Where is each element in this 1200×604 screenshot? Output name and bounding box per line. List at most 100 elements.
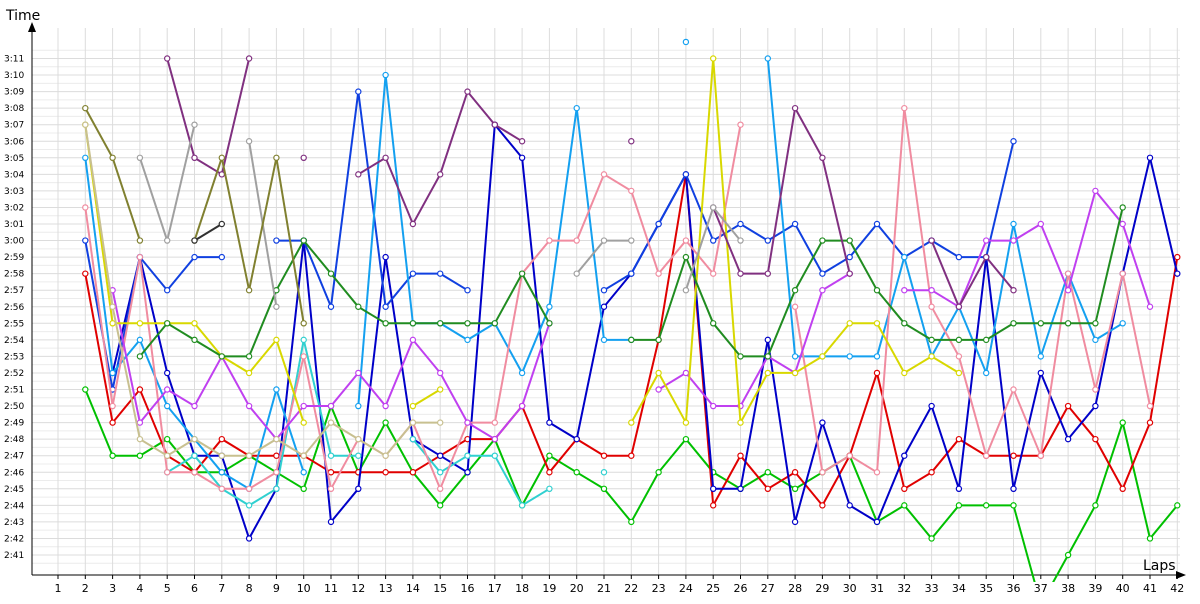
data-point [191,452,198,459]
data-point [764,485,772,492]
x-tick-label: 1 [55,582,62,595]
data-point [710,270,717,277]
x-tick-label: 4 [136,582,143,595]
data-point [218,452,225,459]
data-point [300,353,307,360]
series-lines [82,38,1181,582]
data-point [273,452,280,459]
data-point [218,435,225,443]
data-point [273,386,280,393]
series-4 [82,88,1017,393]
data-point [600,485,608,492]
series-line [84,124,441,458]
data-point [983,336,990,344]
y-tick-label: 2:56 [4,303,24,313]
data-point [1037,369,1045,377]
data-point [710,204,717,211]
data-point [191,336,198,344]
x-tick-label: 18 [515,582,529,595]
x-tick-label: 39 [1088,582,1102,595]
data-point [245,502,253,509]
data-point [327,303,335,310]
data-point [819,154,826,161]
data-point [791,353,799,360]
data-point [546,237,553,244]
data-point [491,419,498,426]
data-point [628,237,635,244]
data-point [437,485,444,492]
data-point [327,270,335,277]
data-point [1010,452,1017,459]
data-point [764,270,772,277]
data-point [764,469,772,476]
data-point [218,353,225,360]
data-point [437,419,444,426]
data-point [518,270,526,277]
data-point [409,336,417,344]
data-point [1010,502,1017,509]
data-point [955,336,963,344]
data-point [901,502,908,509]
data-point [355,485,362,492]
data-point [928,469,935,476]
x-tick-label: 11 [324,582,338,595]
data-point [109,419,116,426]
x-tick-labels: 1 2 3 4 5 6 7 8 9 10 11 12 13 14 15 16 17 18 19 20 21 22 23 24 2… [55,582,1185,595]
data-point [218,171,225,178]
data-point [1064,551,1072,559]
data-point [437,171,444,178]
data-point [791,220,799,228]
data-point [109,320,116,327]
series-10 [136,204,1126,360]
data-point [873,353,881,360]
data-point [300,452,307,459]
data-point [682,419,690,426]
data-point [928,353,935,360]
data-point [136,237,144,244]
x-tick-label: 13 [379,582,393,595]
data-point [819,270,826,277]
series-line [84,240,222,390]
data-point [764,353,772,360]
data-point [546,469,553,476]
data-point [573,435,580,443]
data-point [136,452,144,459]
data-point [300,485,307,492]
x-tick-label: 28 [788,582,802,595]
data-point [710,320,717,327]
data-point [1119,204,1126,211]
y-tick-label: 2:52 [4,369,24,379]
x-tick-label: 30 [843,582,857,595]
x-tick-label: 31 [870,582,884,595]
series-14 [191,220,225,244]
data-point [655,369,662,377]
data-point [163,402,171,410]
data-point [791,303,799,310]
data-point [191,469,198,476]
series-line [166,58,251,176]
data-point [1174,253,1181,261]
data-point [327,452,335,459]
data-point [1119,270,1126,277]
data-point [1092,402,1099,410]
data-point [136,253,144,261]
data-point [983,369,990,377]
data-point [355,303,362,310]
data-point [710,402,717,410]
x-tick-label: 40 [1116,582,1130,595]
data-point [710,485,717,492]
data-point [136,419,144,426]
data-point [628,452,635,459]
data-point [1037,220,1045,228]
data-point [710,55,717,62]
data-point [327,518,335,526]
x-tick-label: 12 [351,582,365,595]
data-point [682,253,690,261]
data-point [1037,452,1045,459]
data-point [273,435,280,443]
data-point [163,55,171,62]
data-point [82,121,89,128]
data-point [191,402,198,410]
x-tick-label: 32 [897,582,911,595]
